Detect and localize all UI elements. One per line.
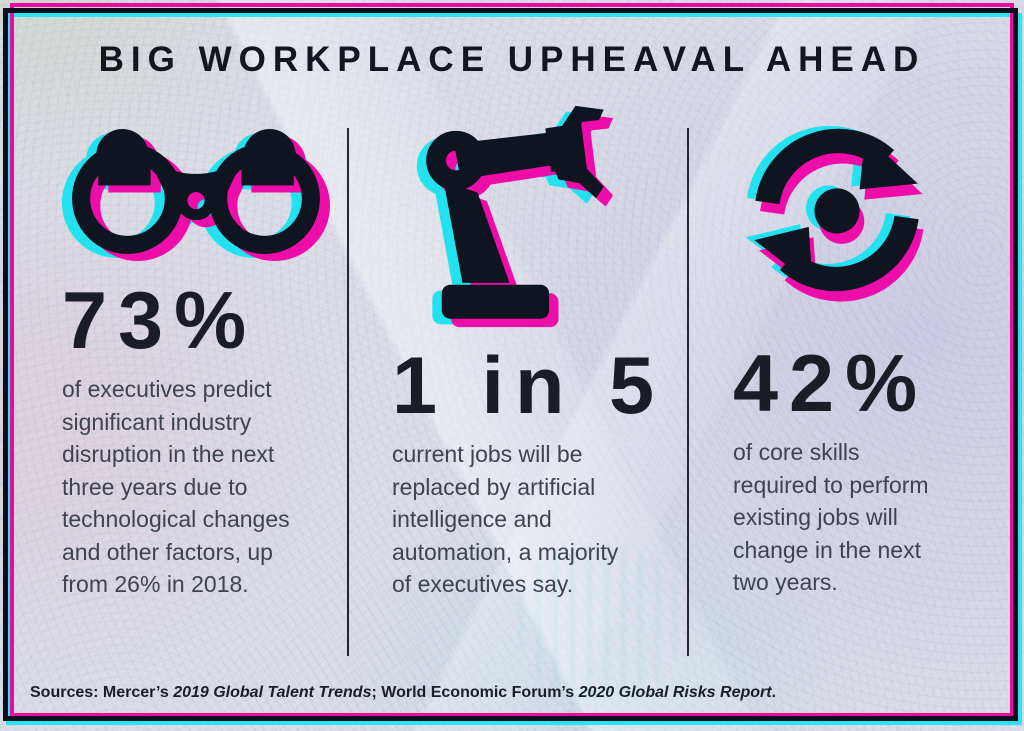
- stat-columns: 73% of executives predict significant in…: [16, 102, 1008, 656]
- sync-arrows-icon: [743, 116, 1008, 308]
- source-title-1: 2019 Global Talent Trends: [173, 684, 372, 701]
- sources-suffix: .: [771, 684, 777, 701]
- column-divider-2: [687, 128, 689, 656]
- stat-column-skills: 42% of core skills required to perform e…: [689, 102, 1008, 599]
- stat-value-42: 42%: [733, 339, 929, 429]
- page-title: BIG WORKPLACE UPHEAVAL AHEAD: [98, 40, 926, 79]
- stat-value-1in5: 1 in 5: [392, 341, 666, 431]
- sources-footer: Sources: Mercer’s 2019 Global Talent Tre…: [30, 684, 776, 702]
- source-title-2: 2020 Global Risks Report: [578, 684, 772, 701]
- stat-column-disruption: 73% of executives predict significant in…: [16, 102, 347, 601]
- content-area: BIG WORKPLACE UPHEAVAL AHEAD: [16, 16, 1008, 715]
- stat-description-42: of core skills required to perform exist…: [733, 439, 929, 595]
- robot-arm-icon: [402, 104, 687, 330]
- stat-value-73: 73%: [62, 276, 258, 366]
- sources-separator: ; World Economic Forum’s: [371, 684, 579, 701]
- stat-column-automation: 1 in 5 current jobs will be replaced by …: [349, 102, 687, 601]
- binoculars-icon: [70, 128, 347, 259]
- stat-description-73: of executives predict significant indust…: [62, 376, 290, 597]
- column-divider-1: [347, 128, 349, 656]
- sources-prefix: Sources: Mercer’s: [30, 684, 174, 701]
- stat-description-1in5: current jobs will be replaced by artific…: [392, 441, 619, 597]
